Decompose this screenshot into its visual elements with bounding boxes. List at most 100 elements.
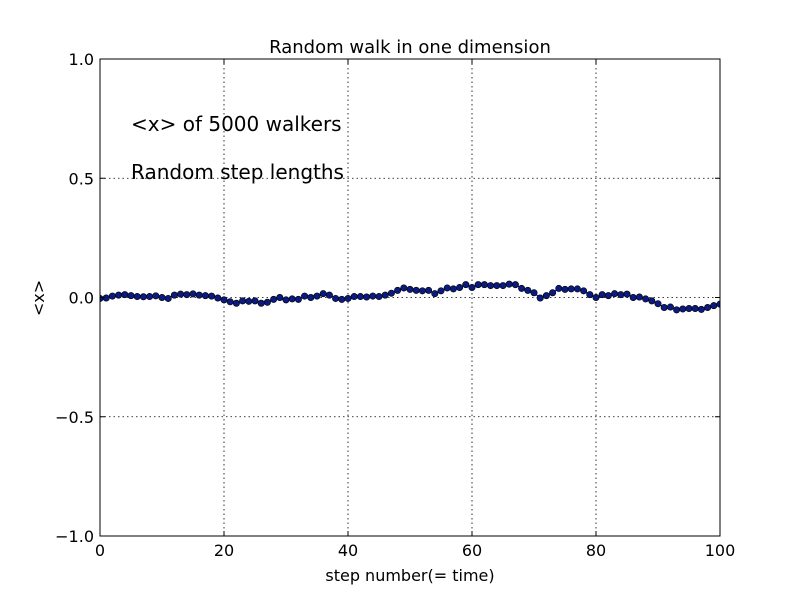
data-point: [214, 294, 222, 302]
data-point: [332, 294, 340, 302]
data-point: [245, 297, 253, 305]
data-point: [673, 306, 681, 314]
data-point: [443, 284, 451, 292]
y-tick-label: 0.5: [69, 169, 94, 188]
data-point: [307, 293, 315, 301]
data-point: [617, 291, 625, 299]
data-point: [276, 293, 284, 301]
data-point: [232, 299, 240, 307]
x-axis-label: step number(= time): [325, 566, 494, 585]
x-tick-label: 60: [462, 541, 482, 560]
data-point: [301, 292, 309, 300]
data-point: [480, 281, 488, 289]
data-point: [220, 296, 228, 304]
x-tick-label: 0: [95, 541, 105, 560]
data-point: [139, 293, 147, 301]
data-point: [468, 283, 476, 291]
data-point: [208, 292, 216, 300]
data-point: [623, 290, 631, 298]
data-point: [679, 305, 687, 313]
x-tick-label: 80: [586, 541, 606, 560]
chart-title: Random walk in one dimension: [269, 37, 551, 58]
data-point: [325, 291, 333, 299]
data-point: [115, 291, 123, 299]
data-point: [158, 293, 166, 301]
x-tick-label: 40: [338, 541, 358, 560]
data-point: [369, 292, 377, 300]
data-point: [400, 284, 408, 292]
data-point: [691, 304, 699, 312]
data-point: [580, 287, 588, 295]
annotation-walkers: <x> of 5000 walkers: [131, 112, 342, 136]
data-point: [505, 280, 513, 288]
data-point: [604, 292, 612, 300]
data-point: [270, 295, 278, 303]
data-point: [642, 295, 650, 303]
data-point: [456, 283, 464, 291]
data-point: [170, 291, 178, 299]
data-point: [586, 291, 594, 299]
data-point: [555, 284, 563, 292]
data-point: [598, 291, 606, 299]
data-point: [697, 305, 705, 313]
data-point: [152, 292, 160, 300]
y-tick-label: 0.0: [69, 289, 94, 308]
y-tick-label: 1.0: [69, 50, 94, 69]
data-point: [195, 291, 203, 299]
data-point: [499, 282, 507, 290]
data-point: [121, 291, 129, 299]
data-point: [567, 285, 575, 293]
data-point: [288, 295, 296, 303]
y-tick-label: −1.0: [55, 527, 94, 546]
data-point: [344, 294, 352, 302]
data-point: [592, 293, 600, 301]
data-point: [127, 292, 135, 300]
data-point: [146, 293, 154, 301]
data-point: [437, 287, 445, 295]
data-point: [493, 282, 501, 290]
data-point: [425, 286, 433, 294]
data-point: [660, 304, 668, 312]
data-point: [381, 291, 389, 299]
data-point: [338, 295, 346, 303]
data-point: [474, 281, 482, 289]
data-point: [530, 289, 538, 297]
data-point: [239, 297, 247, 305]
data-point: [431, 290, 439, 298]
y-axis-label: <x>: [29, 280, 48, 316]
data-point: [375, 293, 383, 301]
data-point: [704, 304, 712, 312]
data-point: [710, 302, 718, 310]
data-point: [183, 291, 191, 299]
data-point: [294, 295, 302, 303]
x-tick-label: 100: [705, 541, 736, 560]
data-point: [549, 289, 557, 297]
data-point: [350, 293, 358, 301]
axis-ticks: 0 20 40 60 80 100 1.0 0.5 0.0 −0.5 −1.0: [55, 50, 735, 560]
data-point: [561, 285, 569, 293]
plot-area: [100, 280, 720, 314]
data-point: [263, 298, 271, 306]
data-point: [406, 285, 414, 293]
data-point: [164, 294, 172, 302]
data-point: [282, 296, 290, 304]
data-point: [313, 292, 321, 300]
data-point: [635, 293, 643, 301]
annotation-step-lengths: Random step lengths: [131, 160, 344, 184]
data-point: [108, 292, 116, 300]
data-point: [418, 287, 426, 295]
data-point: [648, 297, 656, 305]
data-point: [387, 289, 395, 297]
x-tick-label: 20: [214, 541, 234, 560]
data-point: [257, 299, 265, 307]
data-point: [201, 292, 209, 300]
data-point: [573, 285, 581, 293]
data-point: [412, 286, 420, 294]
data-point: [536, 294, 544, 302]
data-point: [251, 297, 259, 305]
data-point: [666, 303, 674, 311]
data-point: [611, 290, 619, 298]
data-point: [518, 284, 526, 292]
data-point: [487, 282, 495, 290]
